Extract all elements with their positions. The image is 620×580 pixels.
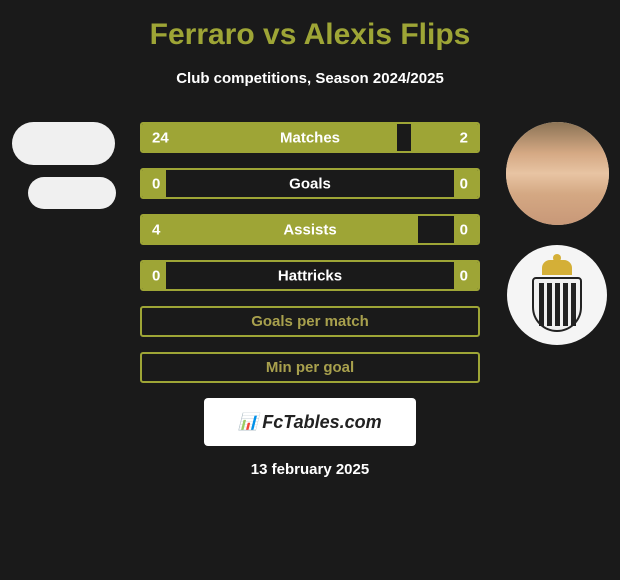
stat-bar-left (142, 216, 418, 243)
brand-label: FcTables.com (262, 412, 381, 433)
stat-value-right: 0 (460, 221, 468, 238)
stat-label: Matches (280, 129, 340, 146)
stat-label: Goals per match (251, 313, 369, 330)
stat-bar-left (142, 124, 397, 151)
stat-row: Goals 0 0 (140, 168, 480, 199)
footer-date: 13 february 2025 (0, 461, 620, 478)
stat-label: Hattricks (278, 267, 342, 284)
page-title: Ferraro vs Alexis Flips (0, 18, 620, 52)
stat-value-right: 0 (460, 267, 468, 284)
stat-value-right: 2 (460, 129, 468, 146)
stat-gap (397, 124, 410, 151)
stat-value-right: 0 (460, 175, 468, 192)
stat-row-empty: Min per goal (140, 352, 480, 383)
stat-label: Min per goal (266, 359, 354, 376)
stats-container: Matches242Goals00Assists40Hattricks00Goa… (140, 122, 480, 383)
player-left-avatar-placeholder (12, 122, 115, 165)
stat-row: Hattricks 0 0 (140, 260, 480, 291)
player-left-club-placeholder (28, 177, 116, 209)
player-right-club-badge (507, 245, 607, 345)
stat-row: Matches 24 2 (140, 122, 480, 153)
subtitle: Club competitions, Season 2024/2025 (0, 70, 620, 87)
stat-gap (418, 216, 455, 243)
player-left-column (8, 122, 118, 209)
stat-value-left: 0 (152, 175, 160, 192)
stat-value-left: 24 (152, 129, 169, 146)
stat-value-left: 4 (152, 221, 160, 238)
chart-icon: 📊 (238, 412, 258, 432)
stat-label: Goals (289, 175, 331, 192)
player-right-column (502, 122, 612, 345)
stat-label: Assists (283, 221, 336, 238)
brand-footer: 📊 FcTables.com (204, 398, 416, 446)
stat-row: Assists 4 0 (140, 214, 480, 245)
stat-row-empty: Goals per match (140, 306, 480, 337)
shield-icon (532, 277, 582, 332)
player-right-avatar (506, 122, 609, 225)
crown-icon (542, 260, 572, 275)
stat-value-left: 0 (152, 267, 160, 284)
